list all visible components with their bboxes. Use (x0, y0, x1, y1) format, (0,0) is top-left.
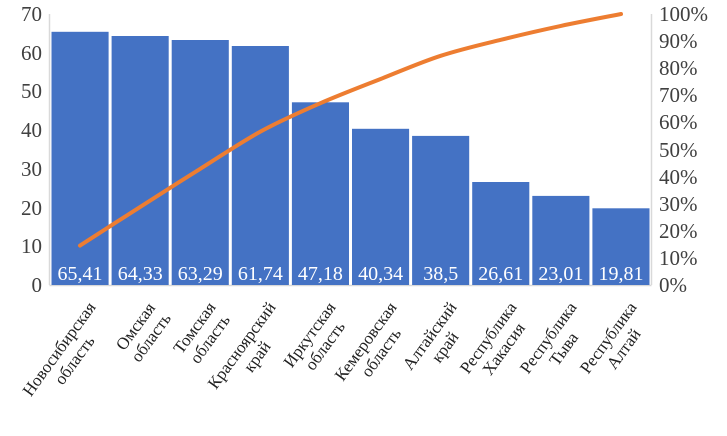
bar-value-label-5: 40,34 (358, 263, 403, 285)
right-axis-tick-0: 0% (659, 273, 687, 297)
left-axis-tick-50: 50 (21, 79, 42, 104)
right-axis-tick-50: 50% (659, 137, 698, 162)
bar-value-label-3: 61,74 (238, 263, 283, 285)
bar-value-label-6: 38,5 (423, 263, 458, 285)
right-axis-tick-100: 100% (659, 2, 708, 26)
left-axis-tick-20: 20 (21, 195, 42, 220)
bar-value-label-7: 26,61 (478, 263, 523, 285)
bar-9 (592, 208, 650, 285)
right-axis-tick-40: 40% (659, 164, 698, 189)
bar-value-label-9: 19,81 (599, 263, 644, 285)
bar-7 (472, 182, 530, 285)
right-axis-tick-60: 60% (659, 110, 698, 135)
bar-3 (231, 46, 289, 285)
right-axis-tick-80: 80% (659, 56, 698, 81)
left-axis-tick-70: 70 (21, 2, 42, 26)
bar-value-label-1: 64,33 (118, 263, 163, 285)
right-axis-tick-70: 70% (659, 83, 698, 108)
bar-value-label-0: 65,41 (58, 263, 103, 285)
left-axis-tick-40: 40 (21, 118, 42, 143)
bar-1 (111, 36, 169, 285)
bar-5 (352, 128, 410, 285)
bar-value-label-2: 63,29 (178, 263, 223, 285)
left-axis-tick-60: 60 (21, 40, 42, 65)
bar-value-label-8: 23,01 (538, 263, 583, 285)
left-axis-tick-0: 0 (31, 273, 43, 297)
right-axis-tick-30: 30% (659, 191, 698, 216)
right-axis-tick-10: 10% (659, 245, 698, 270)
bar-4 (291, 102, 349, 285)
cumulative-percent-line (78, 12, 623, 248)
bar-0 (51, 31, 109, 285)
left-axis-tick-10: 10 (21, 234, 42, 259)
right-axis-tick-90: 90% (659, 29, 698, 54)
bar-value-label-4: 47,18 (298, 263, 343, 285)
bar-8 (532, 195, 590, 285)
bar-6 (412, 135, 470, 285)
left-axis-tick-30: 30 (21, 156, 42, 181)
bar-2 (171, 40, 229, 285)
right-axis-tick-20: 20% (659, 218, 698, 243)
